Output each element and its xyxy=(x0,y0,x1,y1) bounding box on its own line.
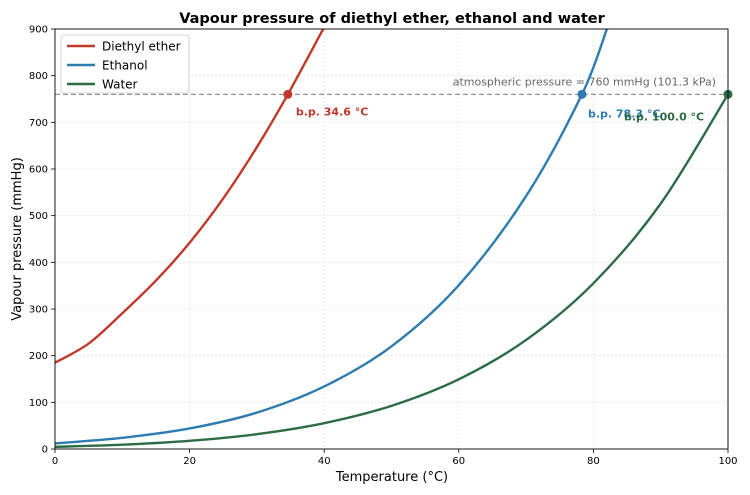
boiling-point-marker xyxy=(283,89,293,99)
plot-frame xyxy=(54,28,729,450)
y-tick-label: 400 xyxy=(29,258,48,269)
series-line-water xyxy=(55,93,728,449)
boiling-point-label: b.p. 34.6 °C xyxy=(296,105,368,118)
atmospheric-pressure-label: atmospheric pressure = 760 mmHg (101.3 k… xyxy=(453,75,716,88)
reference-line-group: atmospheric pressure = 760 mmHg (101.3 k… xyxy=(55,75,728,95)
x-tick-label: 100 xyxy=(718,456,737,467)
y-tick-label: 700 xyxy=(29,118,48,129)
legend-label: Water xyxy=(102,78,138,92)
legend-label: Ethanol xyxy=(102,59,148,73)
x-tick-label: 40 xyxy=(318,456,331,467)
legend-label: Diethyl ether xyxy=(102,40,181,54)
series-line-diethyl-ether xyxy=(55,29,325,364)
series-lines xyxy=(55,29,728,449)
x-tick-label: 80 xyxy=(587,456,600,467)
y-tick-label: 100 xyxy=(29,398,48,409)
chart-title: Vapour pressure of diethyl ether, ethano… xyxy=(179,11,605,27)
y-axis-label: Vapour pressure (mmHg) xyxy=(10,157,25,321)
x-axis-label: Temperature (°C) xyxy=(335,470,448,485)
series-line-ethanol xyxy=(55,29,608,445)
legend-box xyxy=(60,34,190,94)
boiling-point-markers: b.p. 34.6 °C b.p. 78.3 °Cb.p. 100.0 °C xyxy=(283,89,733,123)
boiling-point-label: b.p. 100.0 °C xyxy=(624,110,704,123)
x-tick-label: 60 xyxy=(452,456,465,467)
y-tick-label: 900 xyxy=(29,25,48,36)
y-tick-label: 0 xyxy=(42,445,48,456)
legend: Diethyl ether Ethanol Water xyxy=(60,34,190,94)
y-tick-label: 500 xyxy=(29,211,48,222)
boiling-point-marker xyxy=(577,89,587,99)
boiling-point-label: b.p. 78.3 °C xyxy=(588,107,660,120)
y-tick-label: 800 xyxy=(29,71,48,82)
y-tick-label: 300 xyxy=(29,305,48,316)
x-tick-label: 0 xyxy=(52,456,58,467)
x-tick-label: 20 xyxy=(183,456,196,467)
x-axis-ticks: 0 20 40 60 80 100 xyxy=(52,449,738,467)
y-axis-ticks: 0 100 200 300 400 500 600 700 800 900 xyxy=(29,25,55,456)
y-tick-label: 600 xyxy=(29,165,48,176)
y-tick-label: 200 xyxy=(29,351,48,362)
